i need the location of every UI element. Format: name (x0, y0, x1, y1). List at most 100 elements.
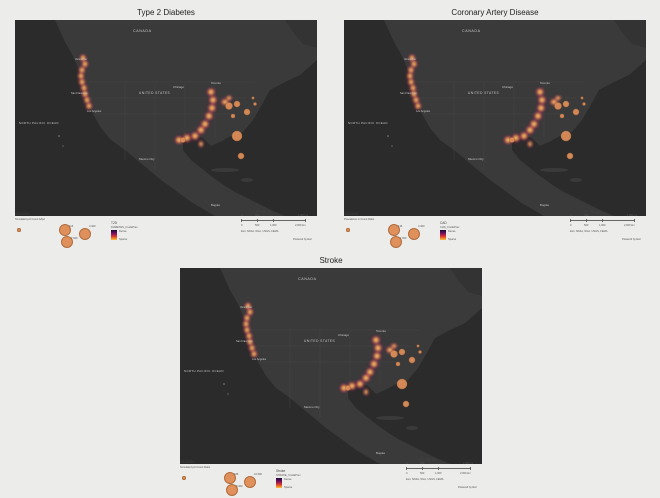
basemap-svg: CANADA UNITED STATES NORTH PACIFIC OCEAN Ch… (15, 20, 317, 216)
scale-tick (257, 219, 258, 222)
legend-heat-low: Sparse (119, 238, 128, 241)
label-mexico-city: Mexico City (468, 157, 484, 161)
legend-heat-ramp (111, 230, 117, 240)
legend-size-title: Simulated pct Count Adjst (15, 218, 45, 221)
scale-tick (586, 219, 587, 222)
legend-date: 4/11/2024 (344, 212, 358, 216)
label-mexico-city: Mexico City (139, 157, 155, 161)
legend-size-title: Simulated pct Count Ratio (180, 466, 211, 469)
scale-ratio: 1:47,794,115 (582, 210, 601, 214)
label-vancouver: Vancouver (240, 305, 252, 309)
scale-tick-3: 2,000 km (295, 224, 306, 227)
scale-tick (273, 219, 274, 222)
scale-tick (305, 219, 306, 222)
legend-date: 4/11/2024 (180, 460, 194, 464)
label-canada: CANADA (462, 29, 481, 33)
map-credits: Esri, NASA, NGA, USGS, FEMA (406, 478, 444, 481)
label-chicago: Chicago (502, 85, 513, 89)
scale-top-2: 1,000 mi (463, 462, 473, 465)
legend-heat-title: T2D (111, 221, 118, 225)
powered-by-esri: Powered by Esri (458, 486, 477, 489)
legend-heat-low: Sparse (448, 238, 457, 241)
heatmap-map[interactable]: CANADA UNITED STATES NORTH PACIFIC OCEAN Ch… (15, 20, 317, 216)
scale-top-1: 500 (584, 214, 589, 217)
label-san-francisco: San Francisco (400, 91, 417, 95)
scale-tick-0: 0 (570, 224, 572, 227)
label-los-angeles: Los Angeles (416, 109, 431, 113)
legend-circle-medium (226, 484, 239, 497)
scale-tick-2: 1,000 (435, 472, 442, 475)
label-san-francisco: San Francisco (236, 339, 253, 343)
map-legend: 4/11/2024 Simulated pct Count Adjst 116 3,4… (15, 210, 317, 250)
heatmap-map[interactable]: CANADA UNITED STATES NORTH PACIFIC OCEAN Ch… (180, 268, 482, 464)
legend-date: 4/11/2024 (15, 212, 29, 216)
legend-heat-subtitle: DIABETES_CrudePrev (111, 226, 138, 229)
scale-top-0: 0 (570, 214, 572, 217)
label-pacific-ocean: NORTH PACIFIC OCEAN (184, 369, 224, 373)
heatmap-map[interactable]: CANADA UNITED STATES NORTH PACIFIC OCEAN Ch… (344, 20, 646, 216)
scale-top-2: 1,000 mi (627, 214, 637, 217)
label-canada: CANADA (133, 29, 152, 33)
legend-size-value-3: 8,400 (236, 485, 243, 488)
label-canada: CANADA (298, 277, 317, 281)
scale-tick (422, 467, 423, 470)
label-vancouver: Vancouver (75, 57, 87, 61)
powered-by-esri: Powered by Esri (293, 238, 312, 241)
scale-top-1: 500 (420, 462, 425, 465)
legend-size-value-2: 3,400 (418, 225, 425, 228)
label-san-francisco: San Francisco (71, 91, 88, 95)
map-panel-stroke: Stroke CANADA UNITED STATES NORTH PACIFIC … (180, 256, 482, 498)
legend-size-value-1: 186 (234, 473, 239, 476)
bubble-markers (180, 96, 257, 160)
panel-title: Type 2 Diabetes (137, 8, 195, 17)
scale-top-2: 1,000 mi (298, 214, 308, 217)
label-bogota: Bogota (211, 203, 220, 207)
scale-tick-0: 0 (406, 472, 408, 475)
legend-size-value-2: 3,400 (89, 225, 96, 228)
scale-tick-3: 2,000 km (624, 224, 635, 227)
legend-heat-low: Sparse (284, 486, 293, 489)
legend-size-value-1: 116 (69, 225, 74, 228)
legend-circle-tiny (182, 476, 186, 480)
scale-top-0: 0 (406, 462, 408, 465)
legend-size-value-2: 10,500 (254, 473, 262, 476)
legend-heat-high: Dense (119, 230, 127, 233)
legend-circle-medium (390, 236, 403, 249)
panel-title: Stroke (319, 256, 343, 265)
panel-title: Coronary Artery Disease (451, 8, 539, 17)
scale-tick (438, 467, 439, 470)
scale-tick (634, 219, 635, 222)
scale-tick-3: 2,000 km (460, 472, 471, 475)
scale-top-1: 500 (255, 214, 260, 217)
legend-size-value-3: 7,000 (400, 237, 407, 240)
label-toronto: Toronto (540, 81, 550, 85)
legend-circle-medium (61, 236, 74, 249)
scale-tick-1: 500 (255, 224, 260, 227)
label-toronto: Toronto (211, 81, 221, 85)
legend-heat-high: Dense (448, 230, 456, 233)
label-bogota: Bogota (376, 451, 385, 455)
scale-tick-2: 1,000 (270, 224, 277, 227)
label-united-states: UNITED STATES (468, 91, 499, 95)
legend-heat-ramp (276, 478, 282, 488)
legend-circle-small (388, 224, 401, 237)
legend-circle-tiny (346, 228, 350, 232)
legend-heat-subtitle: CHD_CrudePrev (440, 226, 460, 229)
scale-tick (570, 219, 571, 222)
scale-tick (470, 467, 471, 470)
bubble-markers (345, 344, 422, 408)
label-bogota: Bogota (540, 203, 549, 207)
label-united-states: UNITED STATES (304, 339, 335, 343)
legend-circle-small (224, 472, 237, 485)
map-legend: 4/11/2024 Simulated pct Count Ratio 186 10,… (180, 458, 482, 498)
north-america-land (220, 268, 482, 464)
label-los-angeles: Los Angeles (87, 109, 102, 113)
heatmap-hotspots (77, 53, 233, 148)
legend-circle-large (79, 228, 92, 241)
legend-heat-title: CAD (440, 221, 447, 225)
scale-tick (406, 467, 407, 470)
north-america-land (55, 20, 317, 216)
scale-ratio: 1:47,794,115 (253, 210, 272, 214)
legend-circle-large (408, 228, 421, 241)
label-chicago: Chicago (338, 333, 349, 337)
